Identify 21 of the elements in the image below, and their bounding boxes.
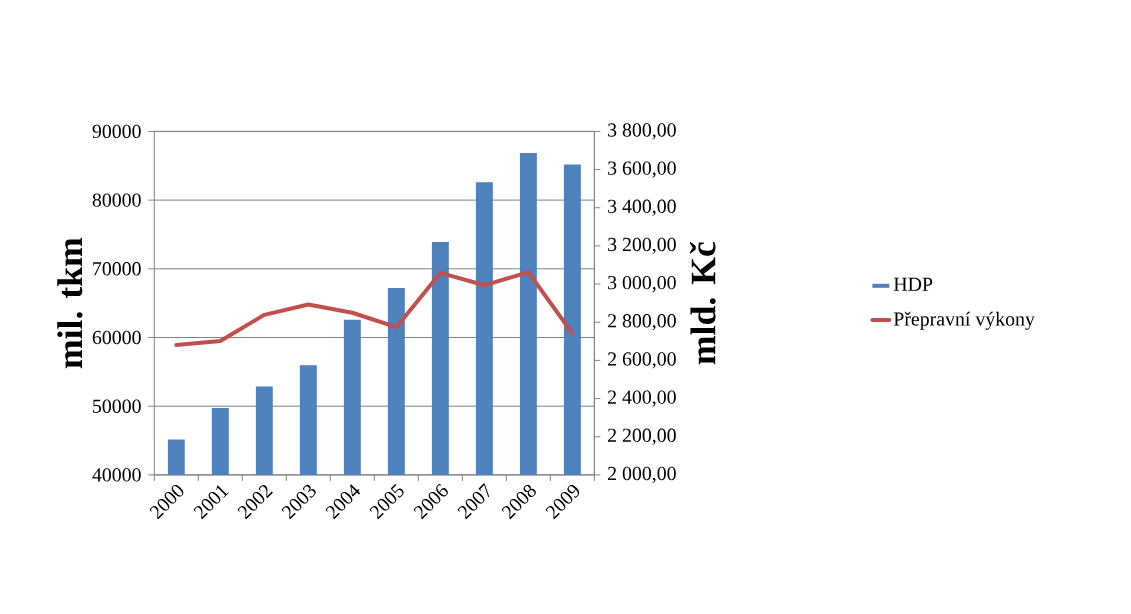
y-tick-label: 90000 [92,124,141,138]
y2-tick-label: 2 000,00 [608,466,676,483]
y-tick-label: 70000 [93,261,141,276]
y2-tick-label: 3 400,00 [608,199,676,216]
y2-axis-title: mld. Kč [690,241,716,365]
y2-tick-label: 3 800,00 [608,123,676,140]
y-axis-title: mil. tkm [57,237,83,368]
legend-label: HDP [893,277,933,291]
y-tick-label: 80000 [92,193,141,207]
y2-tick-label: 3 600,00 [608,161,676,178]
y2-tick-label: 2 800,00 [608,313,676,331]
y-tick-label: 60000 [92,330,141,345]
line-series [174,270,575,347]
y2-tick-label: 3 000,00 [608,275,676,293]
y2-tick-label: 2 200,00 [608,428,676,445]
y2-tick-label: 3 200,00 [608,237,676,254]
legend-label: Přepravní výkony [893,311,1035,330]
y-tick-label: 40000 [92,468,141,482]
y2-tick-label: 2 400,00 [608,390,676,407]
y2-tick-label: 2 600,00 [608,352,676,369]
y-tick-label: 50000 [93,399,141,413]
